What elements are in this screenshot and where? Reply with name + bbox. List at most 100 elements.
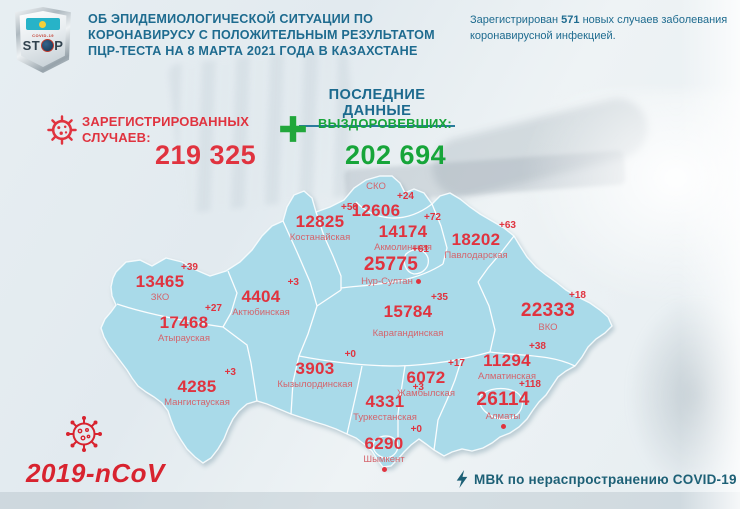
region-name: Мангистауская <box>164 397 230 408</box>
logo-stop-left: ST <box>22 38 41 53</box>
stop-covid-logo: COVID-19 ST P <box>12 7 74 73</box>
region-nur-sultan: +61 25775 Нур-Султан <box>345 244 437 288</box>
region-name: Актюбинская <box>232 307 290 318</box>
region-delta: +63 <box>499 220 516 231</box>
region-name: Павлодарская <box>444 250 508 261</box>
region-zko: +39 13465 ЗКО <box>114 262 206 304</box>
region-delta: +72 <box>424 212 441 223</box>
plus-icon <box>278 114 308 149</box>
region-cases: 4404 <box>241 287 281 306</box>
region-delta: +3 <box>412 382 424 393</box>
globe-icon <box>40 39 54 52</box>
committee-note: МВК по нераспространению COVID-19 <box>456 470 737 488</box>
registered-label-line2: СЛУЧАЕВ: <box>82 130 151 145</box>
region-delta: +24 <box>397 191 414 202</box>
region-name: Акмолинская <box>374 242 432 253</box>
city-marker <box>415 278 421 284</box>
daily-new-cases-note: Зарегистрирован 571 новых случаев заболе… <box>470 13 738 44</box>
region-cases: 13465 <box>135 272 185 291</box>
region-cases: 6290 <box>364 434 404 453</box>
region-turkestanskaya: +3 4331 Туркестанская <box>338 382 432 424</box>
region-almatinskaya: +38 11294 Алматинская <box>460 341 554 383</box>
region-name: Туркестанская <box>353 412 417 423</box>
region-cases: 25775 <box>363 254 419 275</box>
region-delta: +39 <box>181 262 198 273</box>
region-karagandinskaya: +35 15784 Карагандинская <box>360 292 456 340</box>
region-delta: +0 <box>410 424 422 435</box>
region-delta: +3 <box>224 367 236 378</box>
flag-sun-icon <box>39 20 46 28</box>
region-shymkent: +0 6290 Шымкент <box>338 425 430 472</box>
region-cases: 11294 <box>483 351 531 370</box>
registered-label-line1: ЗАРЕГИСТРИРОВАННЫХ <box>82 114 250 129</box>
daily-prefix: Зарегистрирован <box>470 14 562 26</box>
region-cases: 3903 <box>295 359 335 378</box>
region-aktyubinskaya: +3 4404 Актюбинская <box>215 278 307 319</box>
region-almaty: +118 26114 Алматы <box>457 380 549 429</box>
region-cases: 6072 <box>406 368 446 387</box>
logo-stop-right: P <box>54 38 64 53</box>
region-name: Нур-Султан <box>361 276 413 287</box>
region-cases: 22333 <box>520 300 576 321</box>
region-delta: +61 <box>412 244 429 255</box>
daily-count: 571 <box>561 14 580 26</box>
virus-outline-icon <box>64 414 104 459</box>
region-name: Кызылординская <box>277 379 353 390</box>
region-name: Алматы <box>485 411 521 422</box>
region-mangistauskaya: +3 4285 Мангистауская <box>150 367 244 409</box>
region-name: ЗКО <box>150 292 170 303</box>
title-line-2: КОРОНАВИРУСУ С ПОЛОЖИТЕЛЬНЫМ РЕЗУЛЬТАТОМ <box>88 28 435 42</box>
region-cases: 15784 <box>383 302 433 321</box>
region-name: Карагандинская <box>372 328 444 339</box>
region-kostanayskaya: +50 12825 Костанайская <box>274 202 366 244</box>
region-vko: +18 22333 ВКО <box>502 291 594 334</box>
latest-data-heading: ПОСЛЕДНИЕ ДАННЫЕ <box>299 87 455 127</box>
region-name: СКО <box>366 181 386 192</box>
region-sko: СКО +24 12606 <box>330 180 422 220</box>
region-atyrauskaya: +27 17468 Атырауская <box>138 303 230 345</box>
region-borders <box>116 201 576 459</box>
region-delta: +17 <box>448 358 465 369</box>
region-cases: 12606 <box>351 201 401 220</box>
region-name: Жамбылская <box>397 388 455 399</box>
region-kyzylordinskaya: +0 3903 Кызылординская <box>266 349 364 391</box>
ncov-caption: 2019-nCoV <box>26 458 165 488</box>
virus-icon <box>46 114 78 151</box>
region-cases: 12825 <box>295 212 345 231</box>
region-akmolinskaya: +72 14174 Акмолинская <box>357 212 449 254</box>
region-name-row: Нур-Султан <box>345 275 437 287</box>
recovered-label: ВЫЗДОРОВЕВШИХ: <box>318 116 452 131</box>
title-line-1: ОБ ЭПИДЕМИОЛОГИЧЕСКОЙ СИТУАЦИИ ПО <box>88 12 374 26</box>
region-zhambylskaya: +17 6072 Жамбылская <box>379 358 473 400</box>
city-marker <box>500 424 506 429</box>
region-name: Шымкент <box>363 454 405 465</box>
region-delta: +0 <box>344 349 356 360</box>
page-title: ОБ ЭПИДЕМИОЛОГИЧЕСКОЙ СИТУАЦИИ ПО КОРОНА… <box>88 11 478 59</box>
region-cases: 14174 <box>378 222 428 241</box>
region-pavlodarskaya: +63 18202 Павлодарская <box>428 220 524 262</box>
country-outline <box>100 175 613 468</box>
region-cases: 4285 <box>177 377 217 396</box>
kazakhstan-flag-icon <box>26 18 60 30</box>
region-name: ВКО <box>538 322 558 333</box>
region-name: Костанайская <box>289 232 351 243</box>
region-cases: 17468 <box>159 313 209 332</box>
region-delta: +38 <box>529 341 546 352</box>
region-name: Алматинская <box>478 371 536 382</box>
region-cases: 26114 <box>476 389 530 410</box>
region-delta: +50 <box>341 202 358 213</box>
recovered-value: 202 694 <box>345 140 447 170</box>
region-delta: +27 <box>205 303 222 314</box>
region-delta: +35 <box>431 292 448 303</box>
region-delta: +118 <box>519 379 541 390</box>
region-name: Атырауская <box>158 333 210 344</box>
city-marker <box>381 467 387 472</box>
title-line-3: ПЦР-ТЕСТА НА 8 МАРТА 2021 ГОДА В КАЗАХСТ… <box>88 44 418 58</box>
region-cases: 4331 <box>365 392 405 411</box>
logo-stop-label: ST P <box>23 38 64 53</box>
shield-inner: COVID-19 ST P <box>19 11 67 67</box>
committee-text: МВК по нераспространению COVID-19 <box>474 471 737 487</box>
registered-cases-value: 219 325 <box>155 140 257 170</box>
logo-covid-label: COVID-19 <box>32 33 54 38</box>
